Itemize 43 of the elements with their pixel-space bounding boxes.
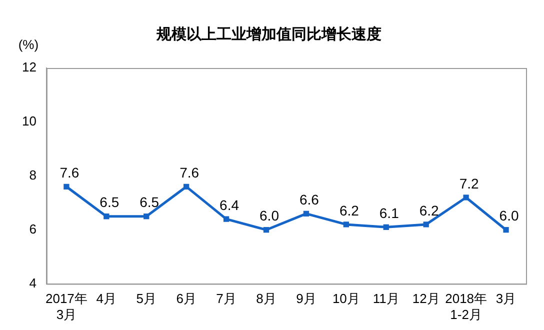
y-tick-label: 10	[22, 114, 36, 129]
x-tick-label: 6月	[176, 291, 196, 306]
point	[503, 227, 509, 233]
point	[263, 227, 270, 233]
point	[64, 184, 70, 190]
point	[104, 214, 110, 220]
x-tick-label: 5月	[136, 291, 156, 306]
y-axis-title: (%)	[18, 37, 39, 52]
y-tick-label: 6	[29, 221, 36, 236]
x-tick-label: 8月	[256, 291, 276, 306]
data-label: 6.5	[100, 194, 120, 210]
x-tick-label: 2018年 1-2月	[445, 291, 488, 322]
x-tick-label: 10月	[332, 291, 360, 306]
data-label: 6.2	[339, 202, 360, 218]
point	[303, 210, 310, 216]
x-tick-label: 7月	[216, 291, 236, 306]
data-label: 6.1	[379, 205, 400, 222]
x-tick-label: 4月	[96, 291, 117, 306]
data-label: 7.6	[60, 164, 80, 181]
y-tick-label: 12	[22, 60, 36, 75]
data-label: 6.2	[419, 202, 440, 218]
x-tick-label: 9月	[296, 291, 316, 306]
chart-title: 规模以上工业增加值同比增长速度	[156, 25, 382, 44]
data-label: 6.6	[299, 192, 320, 208]
data-label: 6.0	[260, 208, 280, 224]
y-tick-label: 4	[29, 275, 36, 290]
x-tick-label: 2017年 3月	[45, 291, 88, 322]
x-tick-label: 11月	[372, 291, 400, 306]
point	[463, 194, 469, 200]
point	[144, 214, 150, 220]
data-label: 6.5	[140, 194, 160, 210]
data-label: 6.4	[220, 196, 240, 213]
point	[423, 222, 429, 228]
point	[343, 222, 349, 228]
data-label: 7.2	[459, 175, 479, 192]
x-tick-label: 12月	[412, 291, 440, 306]
y-tick-label: 8	[29, 167, 36, 182]
data-label: 7.6	[180, 164, 200, 181]
data-label: 6.0	[499, 208, 519, 224]
point	[383, 224, 389, 230]
point	[184, 184, 190, 190]
x-tick-label: 3月	[496, 291, 516, 306]
point	[223, 216, 230, 222]
